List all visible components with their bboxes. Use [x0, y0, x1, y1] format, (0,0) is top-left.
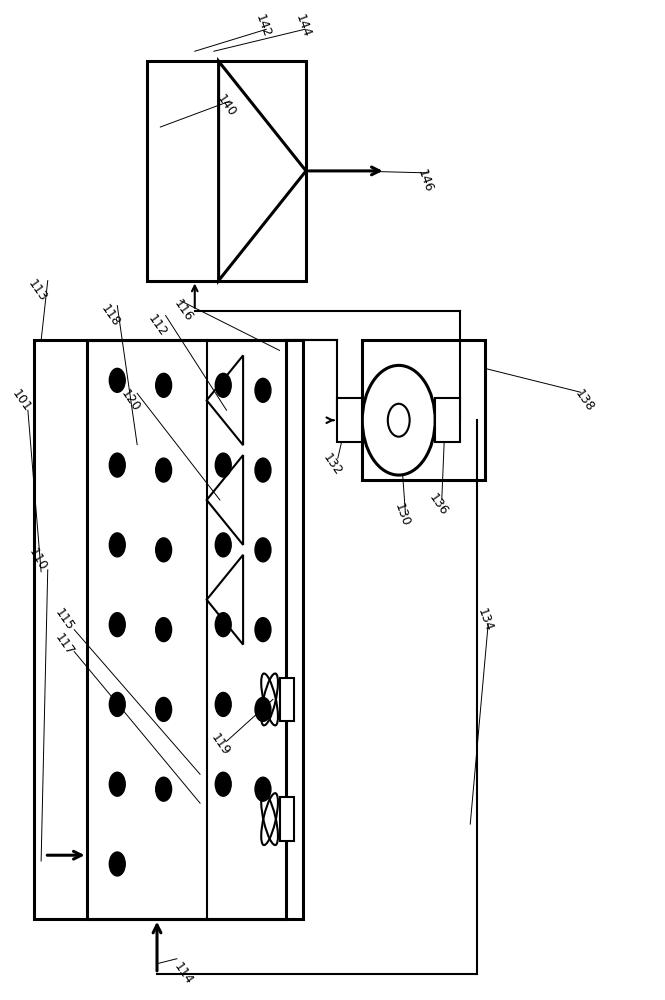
Text: 114: 114 [172, 960, 196, 987]
Circle shape [215, 373, 231, 397]
Text: 142: 142 [253, 13, 273, 40]
Circle shape [215, 692, 231, 716]
Circle shape [109, 692, 125, 716]
Circle shape [156, 373, 172, 397]
Text: 136: 136 [426, 492, 451, 518]
Circle shape [156, 618, 172, 642]
Circle shape [156, 777, 172, 801]
Circle shape [109, 772, 125, 796]
Text: 116: 116 [172, 297, 196, 324]
Circle shape [362, 365, 435, 475]
Text: 101: 101 [9, 387, 33, 414]
Bar [337, 398, 362, 442]
Circle shape [156, 697, 172, 721]
Circle shape [255, 618, 271, 642]
Bar [35, 340, 303, 919]
Circle shape [109, 852, 125, 876]
Circle shape [255, 777, 271, 801]
Text: 110: 110 [26, 546, 49, 573]
Circle shape [255, 538, 271, 562]
Bar [279, 678, 294, 721]
Text: 146: 146 [415, 168, 436, 194]
Bar [279, 797, 294, 841]
Bar [435, 398, 460, 442]
Circle shape [109, 533, 125, 557]
Circle shape [156, 458, 172, 482]
Text: 138: 138 [572, 387, 597, 414]
Circle shape [215, 772, 231, 796]
Text: 118: 118 [98, 302, 123, 329]
Text: 144: 144 [293, 13, 313, 40]
Text: 140: 140 [214, 93, 239, 120]
Text: 119: 119 [208, 731, 232, 758]
Bar [88, 340, 286, 919]
Circle shape [255, 697, 271, 721]
Circle shape [215, 613, 231, 637]
Text: 115: 115 [52, 606, 76, 633]
Circle shape [255, 458, 271, 482]
Circle shape [215, 453, 231, 477]
Text: 120: 120 [118, 387, 143, 414]
Text: 112: 112 [145, 312, 169, 339]
Text: 132: 132 [321, 452, 344, 479]
Circle shape [109, 613, 125, 637]
Text: 113: 113 [26, 277, 50, 304]
Circle shape [156, 538, 172, 562]
Text: 130: 130 [392, 502, 412, 528]
Circle shape [109, 368, 125, 392]
Text: 117: 117 [52, 631, 76, 658]
Bar [362, 340, 485, 480]
Bar [147, 61, 306, 281]
Circle shape [255, 378, 271, 402]
Circle shape [215, 533, 231, 557]
Circle shape [388, 404, 410, 437]
Text: 134: 134 [475, 606, 495, 633]
Circle shape [109, 453, 125, 477]
